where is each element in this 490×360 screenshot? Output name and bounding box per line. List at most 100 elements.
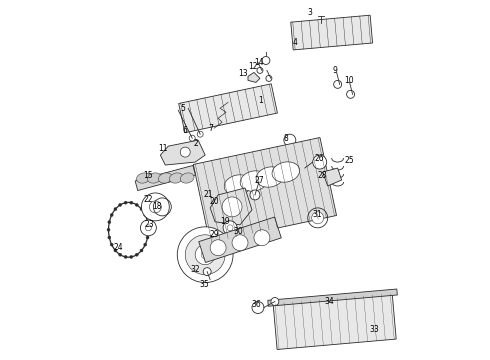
Polygon shape [268,289,397,306]
Ellipse shape [232,235,248,251]
Polygon shape [248,72,260,82]
Text: 7: 7 [209,124,214,133]
Polygon shape [179,84,277,133]
Text: 31: 31 [312,210,321,219]
Ellipse shape [130,256,133,258]
Ellipse shape [201,251,209,259]
Ellipse shape [158,173,172,183]
Ellipse shape [266,75,272,81]
Polygon shape [135,166,196,190]
Polygon shape [193,138,337,242]
Ellipse shape [250,190,260,200]
Ellipse shape [222,197,242,217]
Ellipse shape [203,268,211,276]
Ellipse shape [177,227,233,283]
Ellipse shape [146,221,149,224]
Ellipse shape [144,243,147,246]
Ellipse shape [262,57,270,64]
Text: 1: 1 [259,96,263,105]
Ellipse shape [254,230,270,246]
Ellipse shape [146,236,149,239]
Ellipse shape [185,235,225,275]
Polygon shape [160,140,205,165]
Ellipse shape [195,245,215,265]
Ellipse shape [180,173,194,183]
Ellipse shape [170,173,183,183]
Ellipse shape [141,220,156,236]
Ellipse shape [252,302,264,314]
Ellipse shape [130,201,133,204]
Ellipse shape [240,171,268,191]
Text: 15: 15 [144,171,153,180]
Ellipse shape [110,243,113,246]
Ellipse shape [271,298,279,306]
Text: 24: 24 [114,243,123,252]
Polygon shape [210,188,252,225]
Ellipse shape [135,253,138,256]
Ellipse shape [110,213,113,216]
Ellipse shape [146,225,151,231]
Polygon shape [273,293,396,350]
Ellipse shape [149,201,161,213]
Text: 28: 28 [318,171,327,180]
Text: 3: 3 [307,8,312,17]
Text: 22: 22 [144,195,153,204]
Text: 29: 29 [209,230,219,239]
Text: 33: 33 [369,325,379,334]
Ellipse shape [197,131,203,137]
Ellipse shape [346,90,355,98]
Text: 5: 5 [181,104,186,113]
Ellipse shape [189,135,195,141]
Text: 10: 10 [344,76,353,85]
Text: 36: 36 [251,300,261,309]
Ellipse shape [227,225,233,231]
Text: 26: 26 [315,154,324,163]
Text: 35: 35 [199,280,209,289]
Ellipse shape [124,256,127,258]
Text: 23: 23 [145,220,154,229]
Ellipse shape [124,201,127,204]
Text: 30: 30 [233,227,243,236]
Text: 9: 9 [332,66,337,75]
Ellipse shape [108,221,111,224]
Polygon shape [291,15,372,50]
Text: 11: 11 [159,144,168,153]
Ellipse shape [334,80,342,88]
Polygon shape [323,168,342,186]
Ellipse shape [119,253,122,256]
Text: 18: 18 [152,202,162,211]
Ellipse shape [257,67,263,73]
Ellipse shape [147,173,161,183]
Text: 2: 2 [194,139,198,148]
Polygon shape [199,217,281,262]
Ellipse shape [108,236,111,239]
Text: 25: 25 [345,156,354,165]
Ellipse shape [147,228,150,231]
Ellipse shape [210,240,226,256]
Text: 13: 13 [238,69,248,78]
Ellipse shape [137,173,150,183]
Ellipse shape [256,167,284,187]
Text: 6: 6 [183,126,188,135]
Ellipse shape [313,155,327,169]
Ellipse shape [180,147,190,157]
Ellipse shape [135,203,138,206]
Text: 12: 12 [248,62,258,71]
Ellipse shape [223,221,237,235]
Ellipse shape [140,249,143,252]
Ellipse shape [119,203,122,206]
Text: 20: 20 [209,197,219,206]
Text: 32: 32 [191,265,200,274]
Ellipse shape [272,162,300,182]
Ellipse shape [107,228,110,231]
Text: 19: 19 [220,217,230,226]
Ellipse shape [312,212,324,224]
Ellipse shape [114,208,117,211]
Text: 8: 8 [284,134,288,143]
Ellipse shape [114,249,117,252]
Text: 34: 34 [325,297,335,306]
Ellipse shape [144,213,147,216]
Text: 21: 21 [203,190,213,199]
Text: 27: 27 [254,176,264,185]
Ellipse shape [140,208,143,211]
